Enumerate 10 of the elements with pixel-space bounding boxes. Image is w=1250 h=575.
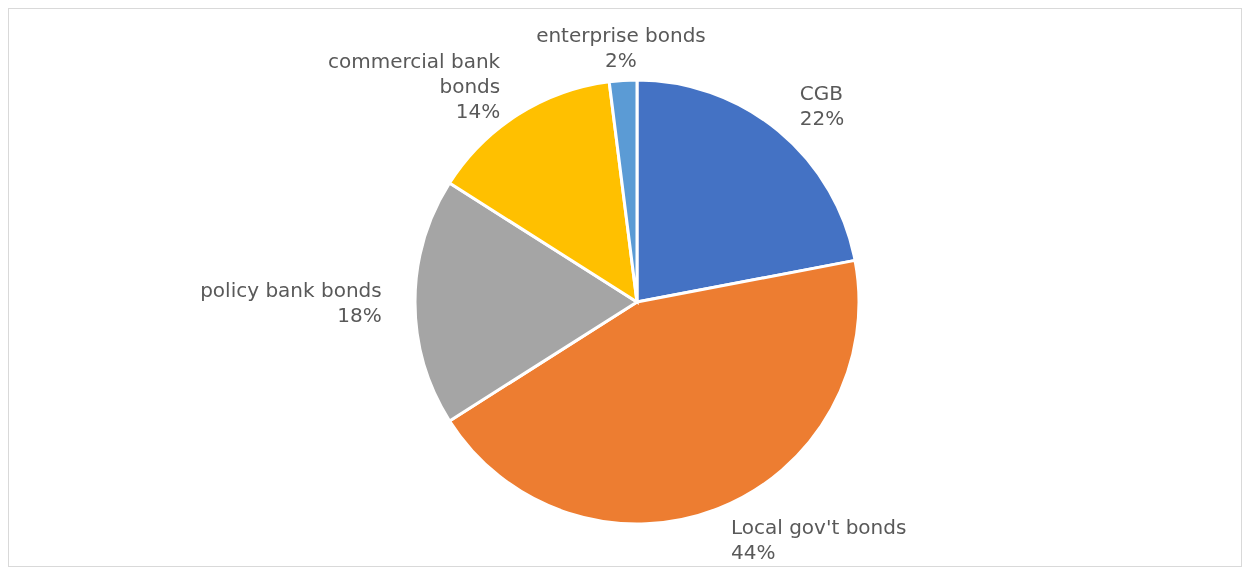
data-label: 22% (799, 105, 845, 130)
slice-label: enterprise bonds (536, 22, 706, 47)
slice-label: policy bank bonds (200, 277, 382, 302)
data-label: 2% (605, 47, 637, 72)
slice-label: commercial bank bonds (327, 49, 501, 99)
slice-label: CGB (799, 80, 843, 105)
data-label: 14% (455, 99, 501, 124)
slice-label: Local gov't bonds (730, 514, 907, 539)
data-label: 44% (730, 539, 776, 564)
data-label: 18% (337, 302, 382, 327)
